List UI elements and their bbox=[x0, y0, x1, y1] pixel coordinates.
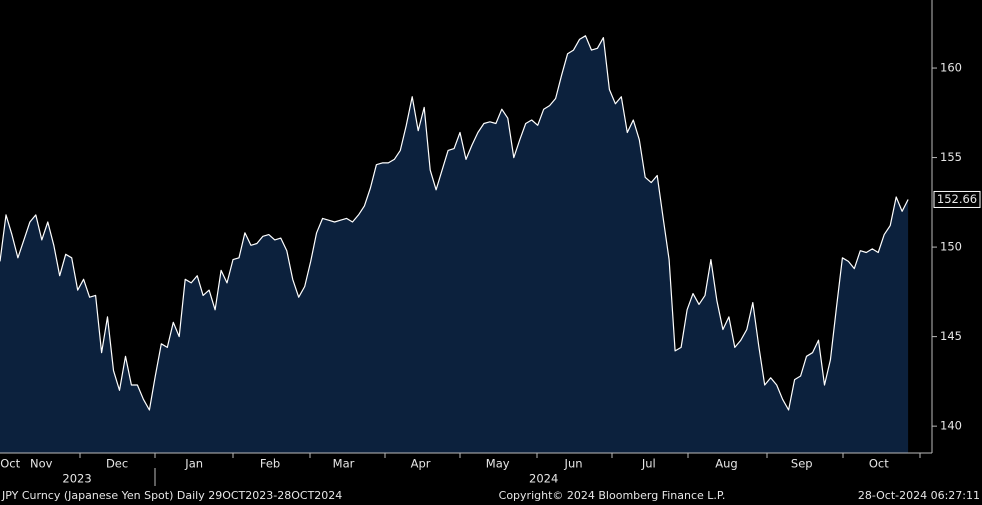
year-label: 2024 bbox=[529, 472, 558, 486]
x-tick-label: May bbox=[486, 457, 510, 471]
x-tick-label: Apr bbox=[411, 457, 431, 471]
footer-center: Copyright© 2024 Bloomberg Finance L.P. bbox=[499, 489, 726, 502]
x-tick-label: Mar bbox=[333, 457, 355, 471]
year-label: 2023 bbox=[62, 472, 91, 486]
last-value-box bbox=[933, 190, 981, 208]
x-tick-label: Jul bbox=[641, 457, 656, 471]
footer-right: 28-Oct-2024 06:27:11 bbox=[858, 489, 980, 502]
y-tick-label: 140 bbox=[940, 419, 962, 433]
x-tick-label: Oct bbox=[869, 457, 889, 471]
x-tick-label: Feb bbox=[260, 457, 280, 471]
line bbox=[0, 35, 909, 411]
x-tick-label: Jan bbox=[184, 457, 203, 471]
last-value-label: 152.66 bbox=[937, 192, 977, 206]
area bbox=[0, 35, 909, 454]
x-tick-label: Sep bbox=[791, 457, 813, 471]
x-tick-label: Nov bbox=[30, 457, 53, 471]
y-tick-label: 160 bbox=[940, 61, 962, 75]
x-tick-label: Jun bbox=[564, 457, 583, 471]
footer-left: JPY Curncy (Japanese Yen Spot) Daily 29O… bbox=[1, 489, 342, 502]
x-tick-label: Oct bbox=[0, 457, 20, 471]
y-tick-label: 150 bbox=[940, 240, 962, 254]
plot bbox=[0, 35, 909, 454]
month-boundaries bbox=[79, 453, 921, 458]
x-tick-label: Aug bbox=[715, 457, 737, 471]
y-tick-label: 155 bbox=[940, 150, 962, 164]
x-tick-label: Dec bbox=[106, 457, 128, 471]
y-tick-label: 145 bbox=[940, 329, 962, 343]
